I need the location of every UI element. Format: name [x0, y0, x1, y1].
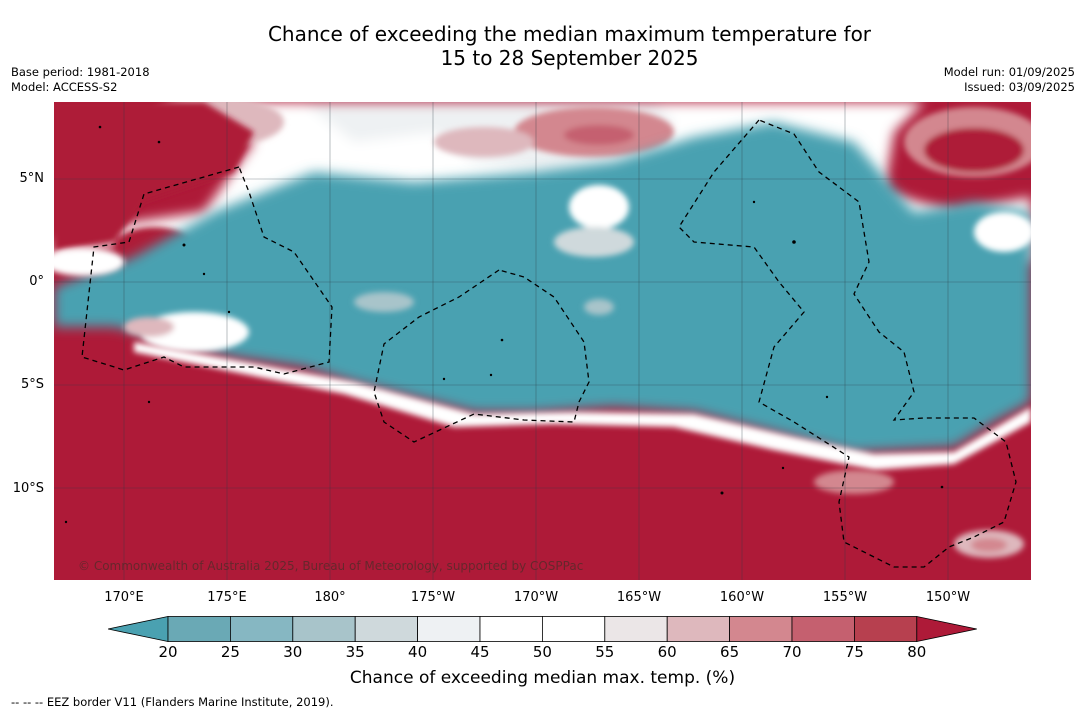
probability-map[interactable]: [54, 102, 1031, 580]
lon-label-160w: 160°W: [719, 590, 765, 605]
cool-band: [54, 122, 1031, 452]
lat-label-5n: 5°N: [19, 171, 45, 186]
model-run-date: Model run: 01/09/2025: [943, 65, 1075, 79]
issued-date: Issued: 03/09/2025: [964, 80, 1075, 94]
colorbar-tick-label: 75: [844, 643, 864, 661]
map-title-line-2: 15 to 28 September 2025: [440, 46, 699, 70]
eez-legend-note: -- -- -- EEZ border V11 (Flanders Marine…: [11, 695, 334, 709]
colorbar-tick-label: 45: [470, 643, 490, 661]
lat-label-10s: 10°S: [12, 481, 44, 496]
colorbar-tick-label: 30: [283, 643, 303, 661]
south-neutral-band: [134, 342, 1031, 470]
lon-label-170e: 170°E: [104, 590, 144, 605]
colorbar-segment: [604, 616, 668, 642]
colorbar-tick-label: 55: [595, 643, 615, 661]
islands: [64, 125, 944, 524]
colorbar-segment: [541, 616, 606, 642]
colorbar-tick-label: 65: [720, 643, 740, 661]
colorbar-segment: [666, 616, 731, 642]
colorbar-segment: [292, 616, 356, 642]
colorbar-tick-label: 60: [657, 643, 677, 661]
colorbar-segment: [354, 616, 418, 642]
lon-label-170w: 170°W: [513, 590, 559, 605]
base-period: Base period: 1981-2018: [11, 65, 150, 79]
eez-borders: [81, 119, 1017, 568]
lon-label-165w: 165°W: [616, 590, 662, 605]
colorbar-tick-label: 70: [782, 643, 802, 661]
lat-label-5s: 5°S: [20, 377, 44, 392]
lon-label-155w: 155°W: [822, 590, 868, 605]
colorbar-label: Chance of exceeding median max. temp. (%…: [349, 668, 736, 688]
colorbar-tick-label: 25: [220, 643, 240, 661]
map-canvas: [54, 102, 1031, 580]
base-period-info: Base period: 1981-2018 Model: ACCESS-S2: [11, 65, 150, 95]
colorbar-segment: [791, 616, 855, 642]
colorbar-under-arrow: [108, 616, 169, 642]
colorbar-segment: [230, 616, 294, 642]
colorbar-over-arrow: [916, 616, 977, 642]
colorbar-tick-label: 35: [345, 643, 365, 661]
lon-label-175w: 175°W: [410, 590, 456, 605]
lat-label-0: 0°: [29, 274, 44, 289]
colorbar-segment: [417, 616, 481, 642]
colorbar-segment: [167, 616, 231, 642]
colorbar-tick-label: 40: [408, 643, 428, 661]
colorbar-segment: [479, 616, 543, 642]
cool-band-neutral-islands: [54, 185, 1031, 352]
colorbar-segment: [854, 616, 918, 642]
lon-label-175e: 175°E: [207, 590, 247, 605]
colorbar-tick-label: 80: [907, 643, 927, 661]
colorbar-segment: [729, 616, 793, 642]
model-name: Model: ACCESS-S2: [11, 80, 118, 94]
map-title-line-1: Chance of exceeding the median maximum t…: [267, 22, 872, 46]
lon-label-180: 180°: [314, 590, 346, 605]
colorbar-tick-label: 50: [532, 643, 552, 661]
copyright-notice: © Commonwealth of Australia 2025, Bureau…: [78, 559, 584, 573]
colorbar: [108, 616, 977, 642]
colorbar-tick-label: 20: [158, 643, 178, 661]
model-run-info: Model run: 01/09/2025 Issued: 03/09/2025: [944, 65, 1075, 95]
lon-label-150w: 150°W: [925, 590, 971, 605]
